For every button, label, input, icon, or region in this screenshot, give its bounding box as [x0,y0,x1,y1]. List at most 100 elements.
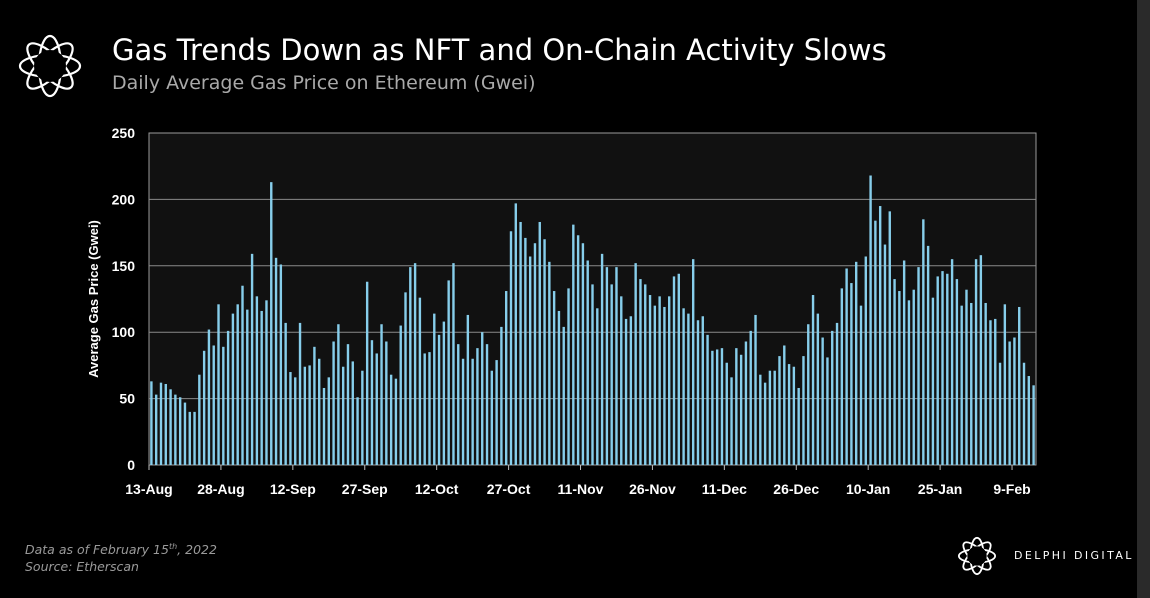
bar [193,411,196,465]
bar [1018,306,1021,465]
bar [437,334,441,465]
x-tick-label: 26-Dec [773,481,819,497]
x-tick-label: 12-Oct [415,481,459,497]
bar [706,334,709,465]
bar [514,203,517,465]
bar [811,295,815,465]
bar [217,304,220,465]
bar [922,219,925,465]
y-tick-label: 250 [112,125,136,141]
bar [538,221,541,465]
bar [711,350,714,465]
gas-price-bar-chart: 0 50 100 150 200 250 13-Aug 28-Aug 12-Sep 27-Sep… [86,125,1037,497]
bar [428,352,431,465]
bar [1013,337,1016,465]
x-tick-label: 27-Oct [487,481,531,497]
bar [356,397,359,465]
bar [265,300,268,465]
bar [955,279,959,465]
chart-title: Gas Trends Down as NFT and On-Chain Acti… [112,33,887,67]
bar [298,322,302,465]
bar [399,325,402,465]
bar [874,220,877,465]
bar [682,308,685,465]
bar [730,377,733,465]
bar [1022,362,1026,465]
bar [855,261,858,465]
bar [169,389,172,465]
bar [644,284,647,465]
bar [375,353,378,465]
x-tick-label: 12-Sep [270,481,316,497]
bar [893,279,896,465]
y-tick-label: 50 [119,391,135,407]
bar [495,360,498,465]
bar [1027,376,1031,465]
bar [768,370,772,465]
bar [720,348,724,465]
bar [303,366,307,465]
bar [481,332,484,465]
bar [931,297,935,465]
bar [974,259,978,465]
bar [543,239,546,465]
bar [917,267,920,465]
bar [322,387,326,465]
bar [279,264,283,465]
bar [567,288,570,465]
bar [620,296,623,465]
bar [270,182,273,465]
bar [902,260,906,465]
bar [413,263,417,465]
bar [207,329,211,465]
bar [457,344,460,465]
bar [835,322,839,465]
delphi-flower-logo-icon [957,536,997,576]
bar [672,276,676,465]
bar [202,350,206,465]
bar [533,243,537,465]
bar [778,356,781,465]
y-tick-label: 200 [112,191,136,207]
bar [466,314,470,465]
data-date-note: Data as of February 15th, 2022 [25,542,217,558]
bar [783,345,786,465]
bar [605,267,609,465]
bar [831,330,834,465]
bar [1008,341,1011,465]
bar [907,300,911,465]
bar [883,244,887,465]
bar [759,374,762,465]
bar [687,313,690,465]
bar [255,296,259,465]
bar [763,382,767,465]
bar [222,346,225,465]
bar [452,263,455,465]
bar [284,322,287,465]
bar [744,341,748,465]
bar [596,308,599,465]
bar [164,383,167,465]
bar [668,296,671,465]
bar [341,366,345,465]
bar [701,316,704,465]
bar [418,297,422,465]
bar [389,374,393,465]
bar [624,318,628,465]
bar [984,302,987,465]
bar [528,256,532,465]
bar [351,361,354,465]
bar [394,378,398,465]
bar [634,263,637,465]
bar [183,402,187,465]
bar [447,280,450,465]
bar [361,370,364,465]
bar [423,353,426,465]
chart-subtitle: Daily Average Gas Price on Ethereum (Gwe… [112,72,536,94]
bar [739,354,743,465]
bar [663,306,666,465]
y-tick-label: 150 [112,258,136,274]
bar [888,211,891,465]
bar [231,313,235,465]
bar [926,245,930,465]
